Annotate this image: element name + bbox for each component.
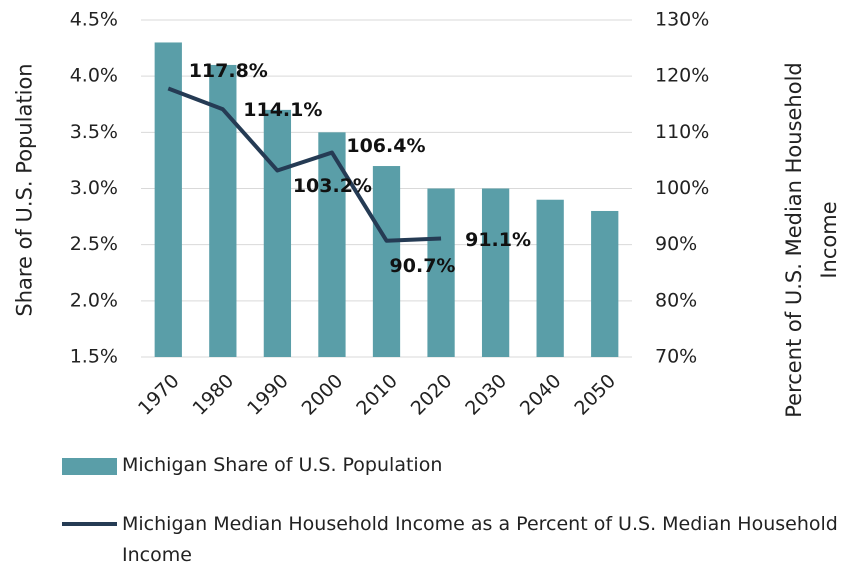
bar — [481, 188, 510, 357]
y2-tick-label: 90% — [655, 233, 697, 255]
bar — [536, 199, 564, 357]
y2-tick-label: 100% — [655, 177, 709, 199]
x-tick-label: 1980 — [189, 370, 239, 420]
x-tick-label: 2000 — [298, 370, 348, 420]
x-tick-label: 1990 — [243, 370, 293, 420]
bar — [209, 64, 237, 357]
y-tick-label: 3.5% — [70, 121, 118, 143]
bar — [372, 166, 401, 357]
y-tick-label: 1.5% — [70, 346, 118, 368]
y2-tick-label: 120% — [655, 65, 709, 87]
y-tick-label: 3.0% — [70, 177, 118, 199]
x-tick-label: 2010 — [352, 370, 402, 420]
y2-tick-label: 70% — [655, 346, 697, 368]
y-axis-title: Share of U.S. Population — [12, 63, 37, 317]
y2-tick-label: 110% — [655, 121, 709, 143]
data-label: 103.2% — [293, 175, 372, 197]
data-label: 114.1% — [243, 99, 322, 121]
x-tick-label: 2030 — [461, 370, 511, 420]
data-label: 91.1% — [465, 229, 531, 251]
legend-label: Michigan Median Household Income as a Pe… — [122, 513, 838, 566]
x-tick-label: 1970 — [134, 370, 184, 420]
bar — [427, 188, 455, 357]
y2-tick-label: 80% — [655, 289, 697, 311]
y-tick-label: 2.5% — [70, 233, 118, 255]
data-label: 117.8% — [189, 60, 268, 82]
y2-tick-label: 130% — [655, 9, 709, 31]
x-tick-label: 2040 — [516, 370, 566, 420]
y-tick-label: 4.0% — [70, 65, 118, 87]
y-tick-label: 2.0% — [70, 289, 118, 311]
bar — [591, 210, 619, 357]
y2-axis-title: Percent of U.S. Median Household Income — [782, 62, 841, 418]
bar — [154, 42, 182, 357]
x-tick-label: 2020 — [407, 370, 457, 420]
legend-swatch — [62, 458, 117, 475]
data-label: 106.4% — [346, 135, 425, 157]
line — [167, 86, 442, 243]
bar — [263, 109, 292, 357]
legend-label: Michigan Share of U.S. Population — [122, 454, 443, 476]
data-label: 90.7% — [390, 255, 456, 277]
x-tick-label: 2050 — [570, 370, 620, 420]
y-tick-label: 4.5% — [70, 9, 118, 31]
